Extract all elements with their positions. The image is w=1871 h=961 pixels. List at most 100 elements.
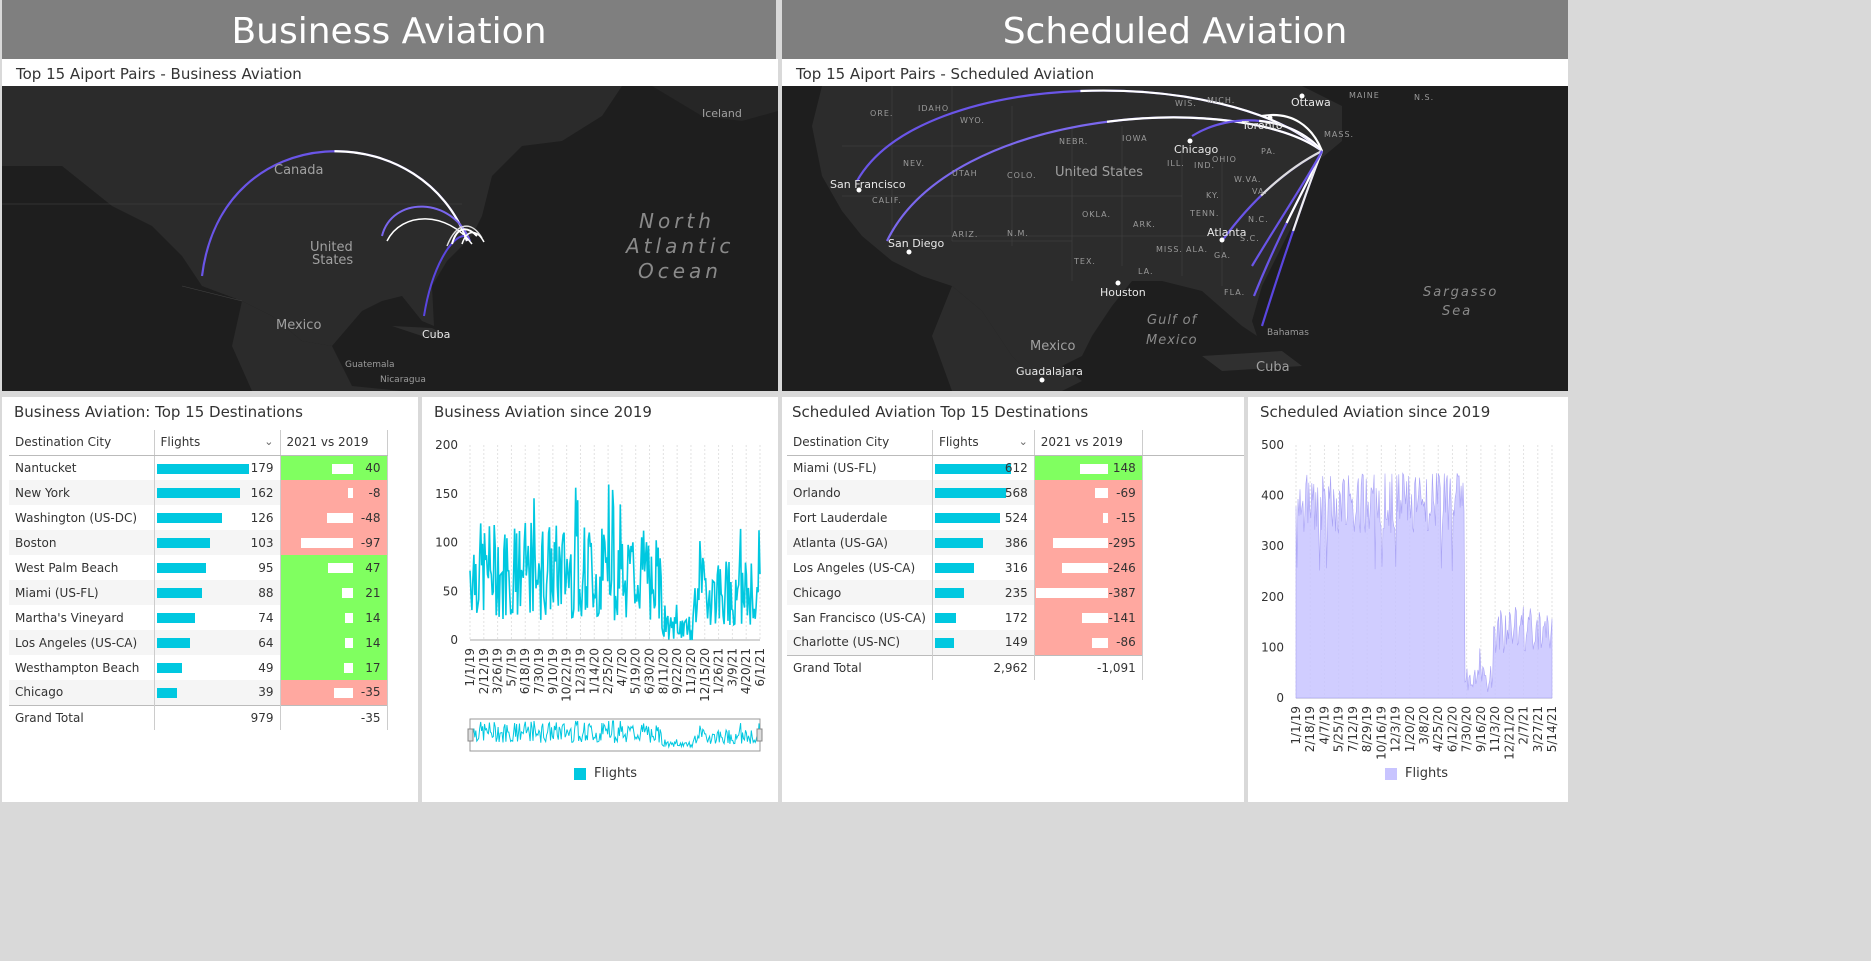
x-tick-label: 4/20/21 xyxy=(739,648,753,694)
x-tick-label: 6/18/19 xyxy=(518,648,532,694)
column-header-destination-city[interactable]: Destination City xyxy=(787,430,933,456)
state-wva: W.VA. xyxy=(1234,175,1261,184)
diff-bar xyxy=(343,663,353,673)
table-row[interactable]: Orlando 568 -69 xyxy=(787,480,1244,505)
flights-bar xyxy=(156,638,190,648)
table-row[interactable]: Martha's Vineyard 74 14 xyxy=(9,605,388,630)
flights-bar xyxy=(934,488,1006,498)
business-line-chart[interactable]: 1/1/19 2/12/19 3/26/19 5/7/19 6/18/19 7/30/19… xyxy=(422,427,778,772)
x-tick-label: 6/1/21 xyxy=(753,648,767,687)
state-mich: MICH. xyxy=(1207,96,1235,105)
cell-diff: 47 xyxy=(280,555,388,580)
diff-value: -387 xyxy=(1108,585,1136,600)
x-tick-label: 8/11/20 xyxy=(656,648,670,694)
y-tick-label: 150 xyxy=(435,487,458,501)
column-header-2021-vs-2019[interactable]: 2021 vs 2019 xyxy=(1034,430,1143,456)
scheduled-map[interactable]: Ottawa Toronto Chicago San Francisco San… xyxy=(782,86,1568,391)
table-row[interactable]: Los Angeles (US-CA) 316 -246 xyxy=(787,555,1244,580)
x-tick-label: 9/22/20 xyxy=(670,648,684,694)
cell-city: Boston xyxy=(9,530,155,555)
cell-diff: -48 xyxy=(280,505,388,530)
column-header-destination-city[interactable]: Destination City xyxy=(9,430,155,456)
x-tick-label: 9/16/20 xyxy=(1474,706,1488,752)
column-header-flights[interactable]: Flights ⌄ xyxy=(154,430,281,456)
cell-diff: -246 xyxy=(1034,555,1143,580)
cell-diff: -15 xyxy=(1034,505,1143,530)
chevron-down-icon[interactable]: ⌄ xyxy=(1018,435,1028,449)
diff-bar xyxy=(1035,588,1108,598)
table-row[interactable]: Boston 103 -97 xyxy=(9,530,388,555)
business-chart-legend[interactable]: Flights xyxy=(574,766,637,781)
table-row[interactable]: Nantucket 179 40 xyxy=(9,455,388,480)
cell-diff: -387 xyxy=(1034,580,1143,605)
table-row[interactable]: Atlanta (US-GA) 386 -295 xyxy=(787,530,1244,555)
x-tick-label: 10/22/19 xyxy=(560,648,574,702)
cell-flights: 88 xyxy=(154,580,281,605)
table-row[interactable]: San Francisco (US-CA) 172 -141 xyxy=(787,605,1244,630)
table-row[interactable]: Chicago 39 -35 xyxy=(9,680,388,705)
flights-value: 88 xyxy=(258,585,274,600)
diff-value: -141 xyxy=(1108,610,1136,625)
cell-diff: -97 xyxy=(280,530,388,555)
range-handle-left[interactable] xyxy=(467,728,474,742)
flights-value: 316 xyxy=(1004,560,1028,575)
table-row[interactable]: Miami (US-FL) 88 21 xyxy=(9,580,388,605)
column-header-flights[interactable]: Flights ⌄ xyxy=(932,430,1035,456)
table-row[interactable]: Chicago 235 -387 xyxy=(787,580,1244,605)
flights-bar xyxy=(156,613,195,623)
table-row[interactable]: Miami (US-FL) 612 148 xyxy=(787,455,1244,480)
chevron-down-icon[interactable]: ⌄ xyxy=(264,435,274,449)
x-tick-label: 11/3/20 xyxy=(1488,706,1502,752)
flights-bar xyxy=(156,513,222,523)
table-row[interactable]: Westhampton Beach 49 17 xyxy=(9,655,388,680)
table-row[interactable]: Charlotte (US-NC) 149 -86 xyxy=(787,630,1244,655)
map-label-nicaragua: Nicaragua xyxy=(380,375,426,385)
flights-bar xyxy=(156,688,177,698)
flights-value: 95 xyxy=(258,560,274,575)
diff-bar xyxy=(347,488,353,498)
flights-value: 49 xyxy=(258,660,274,675)
series-area-flights[interactable] xyxy=(1295,472,1553,699)
scheduled-chart-panel: Scheduled Aviation since 2019 1/1/19 2/18… xyxy=(1248,397,1568,802)
cell-city: Fort Lauderdale xyxy=(787,505,933,530)
business-map[interactable]: Canada United States Mexico Cuba Guatema… xyxy=(2,86,778,391)
map-label-cuba: Cuba xyxy=(422,328,450,341)
table-row[interactable]: New York 162 -8 xyxy=(9,480,388,505)
cell-flights: 103 xyxy=(154,530,281,555)
column-header-2021-vs-2019[interactable]: 2021 vs 2019 xyxy=(280,430,388,456)
state-la: LA. xyxy=(1138,267,1154,276)
scheduled-aviation-header: Scheduled Aviation xyxy=(782,0,1568,64)
cell-diff: 17 xyxy=(280,655,388,680)
table-row[interactable]: Los Angeles (US-CA) 64 14 xyxy=(9,630,388,655)
flights-value: 568 xyxy=(1004,485,1028,500)
table-row[interactable]: Washington (US-DC) 126 -48 xyxy=(9,505,388,530)
state-iowa: IOWA xyxy=(1122,134,1148,143)
cell-total-flights: 2,962 xyxy=(932,654,1035,680)
cell-total-label: Grand Total xyxy=(9,704,155,730)
scheduled-chart-title: Scheduled Aviation since 2019 xyxy=(1260,403,1491,421)
scheduled-chart-legend[interactable]: Flights xyxy=(1385,766,1448,781)
diff-value: -295 xyxy=(1108,535,1136,550)
x-tick-label: 3/8/20 xyxy=(1417,706,1431,745)
y-tick-label: 400 xyxy=(1261,489,1284,503)
cell-city: Martha's Vineyard xyxy=(9,605,155,630)
scheduled-area-chart[interactable]: 1/1/19 2/18/19 4/7/19 5/25/19 7/12/19 8/29/19… xyxy=(1248,427,1568,772)
scheduled-table-panel: Scheduled Aviation Top 15 Destinations D… xyxy=(782,397,1244,802)
series-line-flights[interactable] xyxy=(469,484,761,641)
flights-bar xyxy=(156,488,240,498)
column-header-blank xyxy=(1142,430,1244,456)
flights-value: 235 xyxy=(1004,585,1028,600)
map-city-san-diego: San Diego xyxy=(888,237,944,250)
y-tick-label: 200 xyxy=(1261,590,1284,604)
x-tick-label: 1/26/21 xyxy=(712,648,726,694)
table-row[interactable]: West Palm Beach 95 47 xyxy=(9,555,388,580)
map-label-ocean-2: Atlantic xyxy=(624,234,734,258)
y-tick-label: 100 xyxy=(435,536,458,550)
range-handle-right[interactable] xyxy=(756,728,763,742)
cell-flights: 64 xyxy=(154,630,281,655)
x-tick-label: 6/30/20 xyxy=(643,648,657,694)
grand-total-row: Grand Total 2,962 -1,091 xyxy=(787,654,1244,680)
business-chart-title: Business Aviation since 2019 xyxy=(434,403,652,421)
x-tick-label: 5/7/19 xyxy=(504,648,518,687)
table-row[interactable]: Fort Lauderdale 524 -15 xyxy=(787,505,1244,530)
